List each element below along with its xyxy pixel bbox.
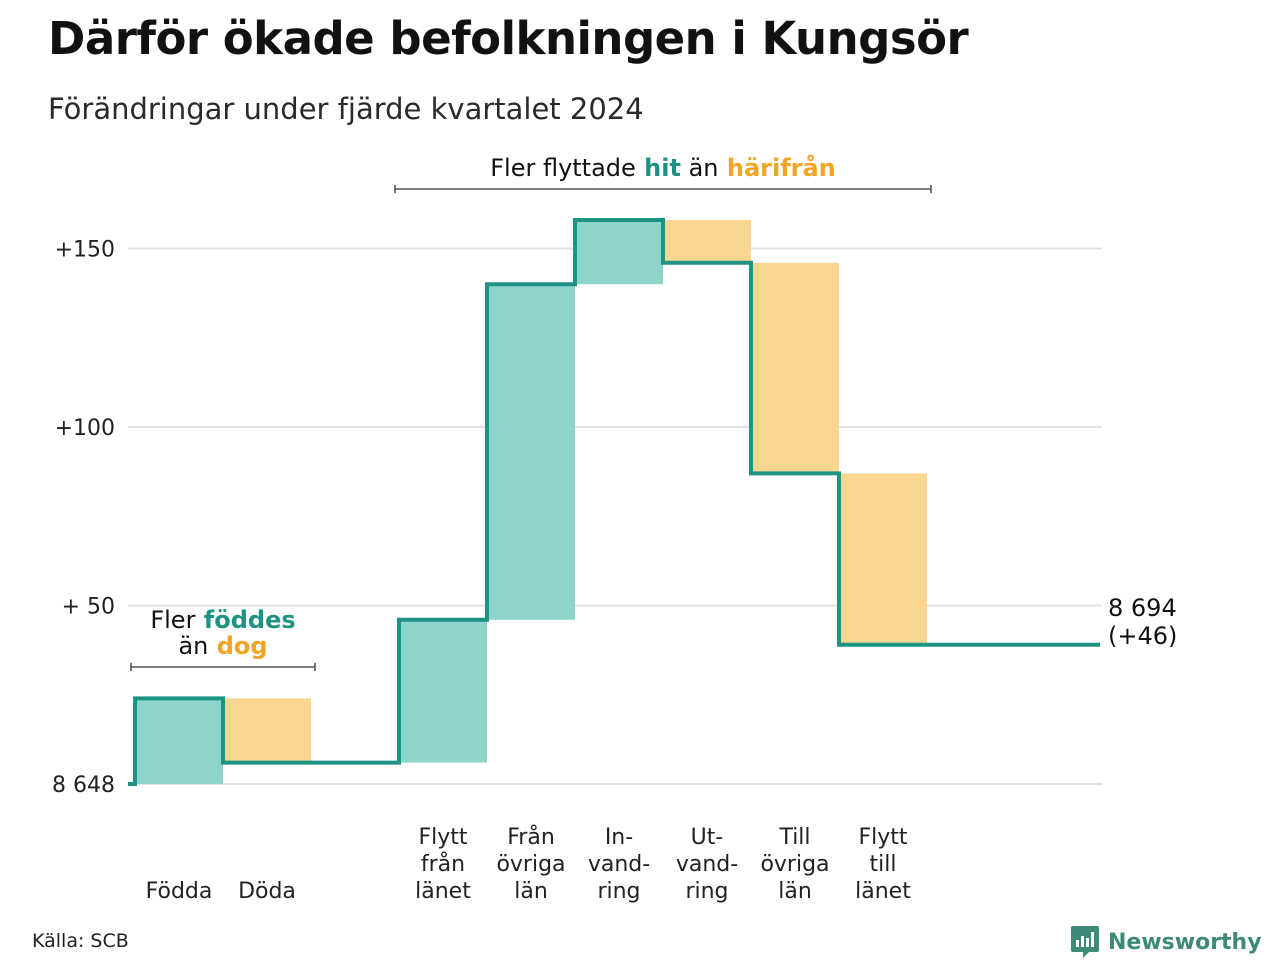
bar-increase xyxy=(399,619,487,763)
y-axis-ticks: 8 648 + 50 +100 +150 xyxy=(52,238,115,799)
step-line xyxy=(128,217,1100,786)
x-category-label-line: länet xyxy=(855,879,911,904)
x-category-label-line: vand- xyxy=(676,852,738,877)
bar-increase xyxy=(487,284,575,620)
x-category-label: Ut-vand-ring xyxy=(676,825,738,904)
x-category-label-line: länet xyxy=(415,879,471,904)
annotation-plain-text: än xyxy=(681,154,719,182)
x-category-label-line: län xyxy=(514,879,548,904)
annotation-increase-text: hit xyxy=(636,154,681,182)
bar-decrease xyxy=(663,219,751,263)
annotation-migration-line: Fler flyttade hit än härifrån xyxy=(490,153,836,182)
x-category-label-line: Födda xyxy=(146,879,213,904)
bar-decrease xyxy=(223,698,311,763)
brand-name: Newsworthy xyxy=(1108,929,1262,955)
annotation-births-line: än dog xyxy=(178,632,267,660)
x-category-label-line: från xyxy=(421,851,465,877)
x-category-label-line: till xyxy=(870,852,897,877)
y-tick-label: + 50 xyxy=(62,595,115,620)
x-category-label-line: Till xyxy=(778,825,810,850)
annotation-plain-text: Fler flyttade xyxy=(490,154,636,182)
x-category-label-line: Flytt xyxy=(858,825,907,850)
newsworthy-logo-icon xyxy=(1071,926,1099,958)
x-category-label-line: Från xyxy=(507,824,555,850)
end-value-labels: 8 694(+46) xyxy=(1108,594,1177,650)
y-tick-label: 8 648 xyxy=(52,773,115,798)
source-note: Källa: SCB xyxy=(32,930,129,952)
x-category-label: Flytt till länet xyxy=(855,825,911,904)
y-tick-label: +100 xyxy=(55,416,115,441)
end-change-label: (+46) xyxy=(1108,622,1177,650)
brand-logo: Newsworthy xyxy=(1070,924,1262,960)
x-category-label-line: vand- xyxy=(588,852,650,877)
chart-subtitle: Förändringar under fjärde kvartalet 2024 xyxy=(48,92,644,126)
bar-increase xyxy=(575,219,663,285)
x-category-label: Döda xyxy=(238,879,296,904)
annotation-births-line: Fler föddes xyxy=(150,606,295,634)
bar-decrease xyxy=(839,473,927,645)
y-tick-label: +150 xyxy=(55,238,115,263)
x-category-label-line: ring xyxy=(685,879,728,904)
bar-increase xyxy=(135,698,223,784)
end-value-label: 8 694 xyxy=(1108,594,1177,622)
x-category-label-line: län xyxy=(778,879,812,904)
x-category-label: Från övriga län xyxy=(496,824,565,904)
annotation-plain-text: Fler xyxy=(150,606,195,634)
x-category-label: Till övriga län xyxy=(760,825,829,904)
annotation-increase-text: föddes xyxy=(195,606,295,634)
annotation-decrease-text: härifrån xyxy=(719,153,836,182)
x-category-label-line: övriga xyxy=(760,852,829,877)
bars xyxy=(135,219,927,784)
x-category-label-line: In- xyxy=(605,825,633,850)
x-category-label-line: Ut- xyxy=(691,825,724,850)
annotation-decrease-text: dog xyxy=(208,632,267,660)
x-category-label: In-vand-ring xyxy=(588,825,650,904)
x-category-label-line: övriga xyxy=(496,852,565,877)
x-category-label: Födda xyxy=(146,879,213,904)
step-line-group xyxy=(128,217,1100,786)
annotation-plain-text: än xyxy=(178,632,208,660)
x-category-label-line: Flytt xyxy=(418,825,467,850)
x-category-label-line: ring xyxy=(597,879,640,904)
chart-title: Därför ökade befolkningen i Kungsör xyxy=(48,12,969,65)
x-category-label: Flytt från länet xyxy=(415,825,471,904)
bar-decrease xyxy=(751,262,839,474)
x-category-label-line: Döda xyxy=(238,879,296,904)
